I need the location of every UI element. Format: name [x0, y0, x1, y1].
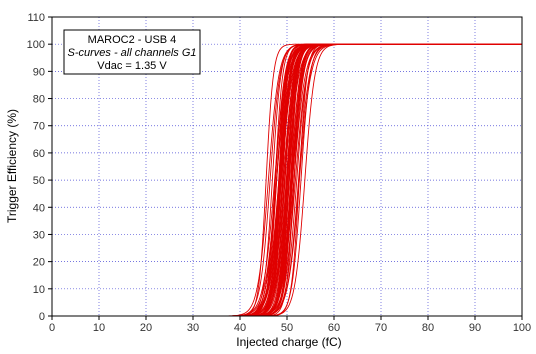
x-tick-label: 0 — [49, 322, 55, 334]
y-tick-label: 30 — [33, 229, 45, 241]
y-tick-label: 0 — [39, 311, 45, 323]
y-tick-label: 90 — [33, 66, 45, 78]
x-tick-label: 30 — [187, 322, 199, 334]
x-tick-label: 40 — [234, 322, 246, 334]
y-tick-label: 20 — [33, 257, 45, 269]
x-axis-label: Injected charge (fC) — [236, 335, 341, 349]
annotation-line-1: MAROC2 - USB 4 — [88, 34, 177, 46]
y-tick-label: 50 — [33, 175, 45, 187]
annotation-frame — [63, 29, 201, 75]
y-tick-label: 70 — [33, 121, 45, 133]
y-tick-label: 60 — [33, 148, 45, 160]
x-tick-label: 90 — [469, 322, 481, 334]
annotation-box: MAROC2 - USB 4 S-curves - all channels G… — [63, 29, 201, 75]
x-tick-label: 50 — [281, 322, 293, 334]
y-tick-label: 100 — [27, 39, 45, 51]
annotation-line-3: Vdac = 1.35 V — [97, 60, 167, 72]
annotation-line-2: S-curves - all channels G1 — [68, 47, 197, 59]
x-tick-label: 70 — [375, 322, 387, 334]
x-axis-ticks: 0 10 20 30 40 50 60 70 80 90 100 — [49, 316, 531, 334]
x-tick-label: 10 — [93, 322, 105, 334]
y-axis-label: Trigger Efficiency (%) — [5, 109, 19, 223]
x-tick-label: 100 — [513, 322, 531, 334]
x-tick-label: 60 — [328, 322, 340, 334]
x-tick-label: 80 — [422, 322, 434, 334]
y-tick-label: 40 — [33, 202, 45, 214]
x-tick-label: 20 — [140, 322, 152, 334]
y-axis-ticks: 0 10 20 30 40 50 60 70 80 90 100 110 — [27, 12, 52, 323]
y-tick-label: 80 — [33, 94, 45, 106]
y-tick-label: 10 — [33, 284, 45, 296]
y-tick-label: 110 — [27, 12, 45, 24]
